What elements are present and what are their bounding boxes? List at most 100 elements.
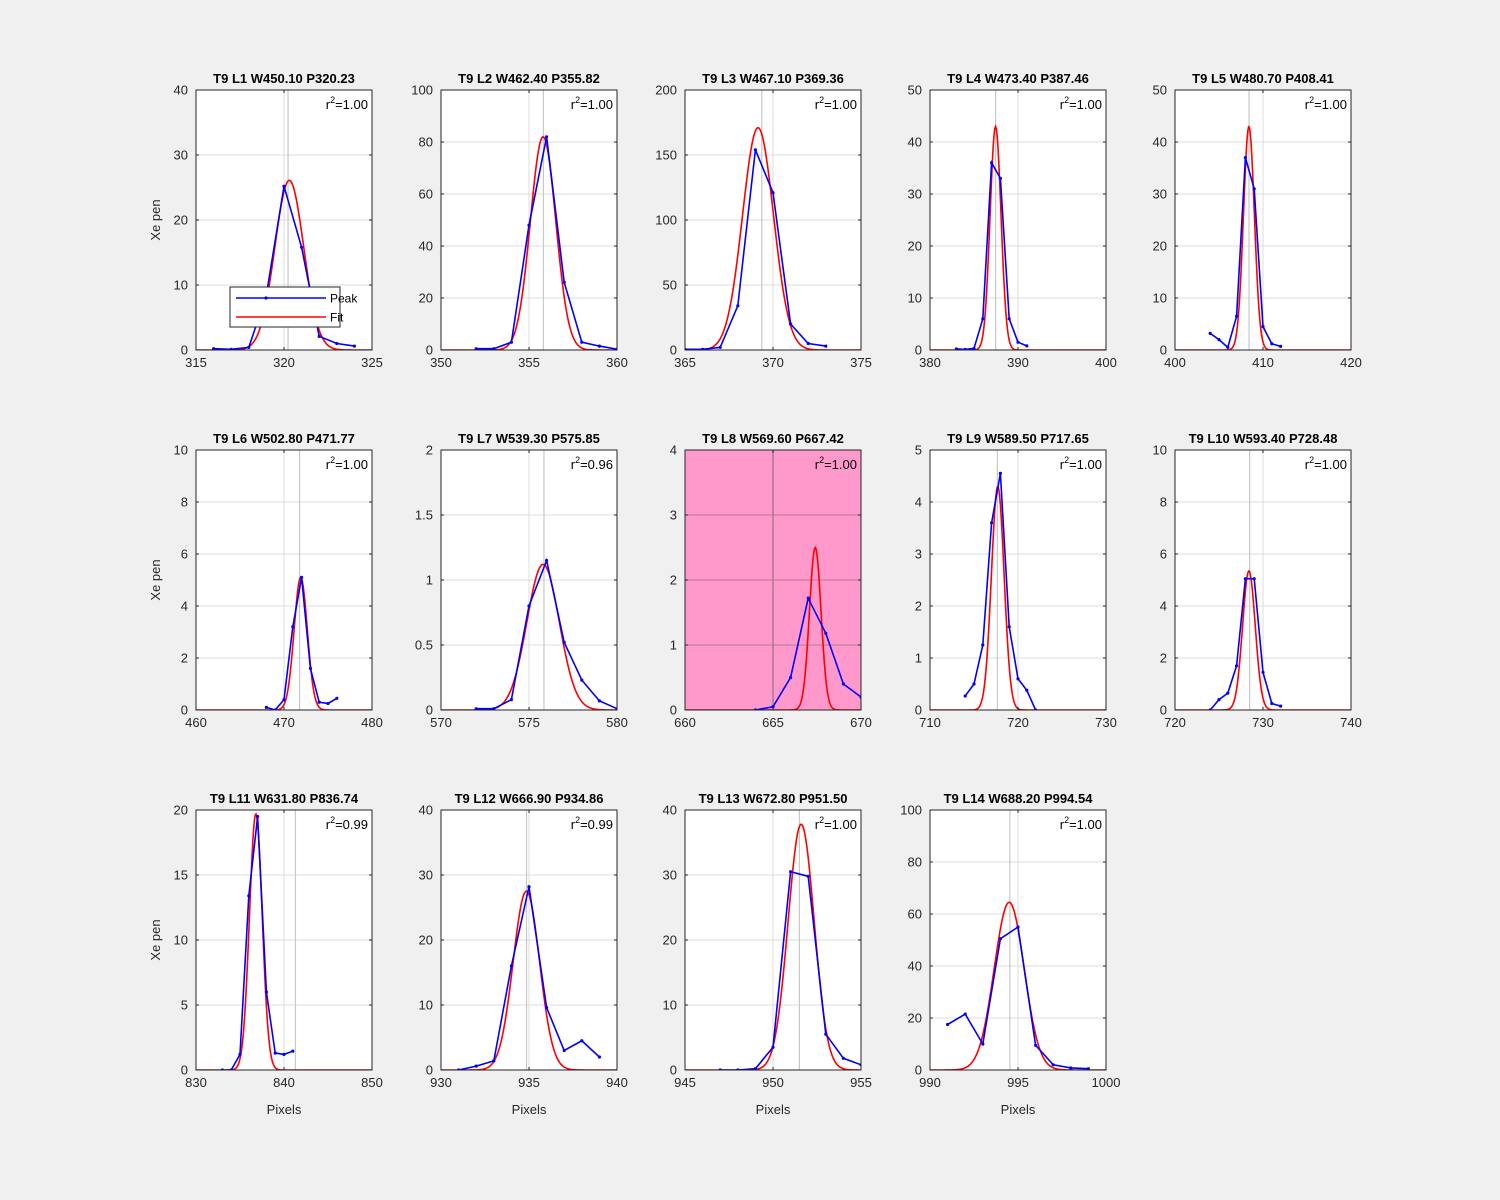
r-value: =1.00 — [824, 817, 857, 832]
x-tick-label: 840 — [273, 1075, 295, 1090]
r-value: =1.00 — [1314, 97, 1347, 112]
peak-data-point — [946, 1022, 950, 1027]
y-tick-label: 40 — [908, 959, 922, 974]
r-symbol: r — [1060, 97, 1065, 112]
r-value: =0.96 — [580, 457, 613, 472]
r-squared-annotation: r2=1.00 — [1305, 95, 1347, 112]
y-tick-label: 4 — [181, 599, 188, 614]
peak-data-point — [308, 666, 312, 671]
y-tick-label: 50 — [908, 83, 922, 98]
grid — [930, 90, 1106, 350]
y-tick-label: 10 — [174, 443, 188, 458]
y-tick-label: 80 — [908, 855, 922, 870]
x-tick-label: 375 — [850, 355, 872, 370]
peak-data-point — [256, 814, 260, 819]
peak-data-point — [326, 701, 330, 706]
x-tick-label: 955 — [850, 1075, 872, 1090]
peak-data-point — [317, 334, 321, 338]
subplot-13: 945 950 955 0 10 20 30 40 T9 L13 W672.80 P951.50… — [663, 791, 872, 1117]
peak-data-point — [1016, 677, 1020, 681]
peak-data-point — [492, 347, 496, 350]
r-superscript: 2 — [575, 455, 580, 465]
y-tick-label: 20 — [1153, 239, 1167, 254]
peak-data-point — [1069, 1066, 1073, 1070]
subplot-14: 990 995 1000 0 20 40 60 80 100 T9 L14 W688.20 P99… — [900, 791, 1120, 1117]
y-tick-label: 20 — [419, 291, 433, 306]
r-superscript: 2 — [330, 815, 335, 825]
peak-data-point — [771, 705, 775, 709]
peak-data-point — [841, 682, 846, 686]
y-tick-label: 40 — [174, 83, 188, 98]
peak-data-point — [229, 347, 233, 350]
r-squared-annotation: r2=1.00 — [1060, 815, 1102, 832]
y-tick-label: 0 — [181, 703, 188, 718]
y-tick-label: 0 — [915, 703, 922, 718]
peak-data-point — [580, 1039, 584, 1043]
peak-data-point — [492, 707, 496, 710]
peak-data-point — [718, 345, 722, 349]
peak-data-point — [824, 631, 828, 635]
r-symbol: r — [815, 97, 820, 112]
subplot-1: 315 320 325 0 10 20 30 40 T9 L1 W450.10 P320.23 r… — [148, 71, 383, 370]
peak-data-point — [1261, 670, 1265, 674]
x-tick-label: 380 — [919, 355, 941, 370]
x-tick-label: 935 — [518, 1075, 540, 1090]
peak-data-point — [562, 640, 566, 645]
x-tick-label: 940 — [606, 1075, 628, 1090]
subplot-12: 930 935 940 0 10 20 30 40 T9 L12 W666.90 P934.86… — [419, 791, 628, 1117]
y-tick-label: 10 — [663, 998, 677, 1013]
peak-data-point — [998, 471, 1003, 475]
y-tick-label: 1 — [670, 638, 677, 653]
peak-data-point — [238, 1052, 242, 1056]
peak-data-point — [998, 937, 1003, 941]
peak-data-point — [1261, 325, 1265, 329]
x-tick-label: 730 — [1095, 715, 1117, 730]
subplot-title: T9 L1 W450.10 P320.23 — [213, 71, 355, 86]
r-symbol: r — [326, 97, 331, 112]
x-tick-label: 660 — [674, 715, 696, 730]
peak-data-point — [753, 1067, 757, 1070]
r-symbol: r — [1060, 817, 1065, 832]
y-tick-label: 8 — [1160, 495, 1167, 510]
r-squared-annotation: r2=1.00 — [1060, 455, 1102, 472]
y-tick-label: 2 — [670, 573, 677, 588]
y-tick-label: 20 — [908, 1011, 922, 1026]
subplot-title: T9 L5 W480.70 P408.41 — [1192, 71, 1334, 86]
r-superscript: 2 — [1064, 95, 1069, 105]
r-symbol: r — [326, 457, 331, 472]
x-axis-label: Pixels — [1001, 1102, 1036, 1117]
x-tick-label: 315 — [185, 355, 207, 370]
peak-data-point — [963, 347, 967, 350]
r-superscript: 2 — [575, 815, 580, 825]
y-tick-label: 1.5 — [415, 508, 433, 523]
y-tick-label: 10 — [174, 933, 188, 948]
r-symbol: r — [1060, 457, 1065, 472]
peak-data-point — [771, 1045, 775, 1049]
peak-data-point — [1279, 704, 1283, 708]
legend-box — [229, 286, 341, 328]
legend[interactable]: Peak Fit — [229, 286, 358, 328]
x-axis-label: Pixels — [267, 1102, 302, 1117]
peak-data-point — [212, 347, 216, 350]
fit-curve — [685, 126, 861, 350]
peak-data-point — [789, 870, 793, 874]
y-tick-label: 2 — [181, 651, 188, 666]
x-tick-label: 995 — [1007, 1075, 1029, 1090]
peak-data-point — [824, 1032, 828, 1036]
r-symbol: r — [815, 457, 820, 472]
peak-data-point — [1217, 338, 1221, 342]
y-tick-label: 6 — [181, 547, 188, 562]
peak-data-point — [771, 191, 775, 195]
peak-data-point — [981, 1042, 985, 1046]
y-tick-label: 80 — [419, 135, 433, 150]
x-tick-label: 320 — [273, 355, 295, 370]
x-tick-label: 580 — [606, 715, 628, 730]
r-symbol: r — [1305, 97, 1310, 112]
peak-data-point — [597, 1055, 602, 1059]
r-superscript: 2 — [819, 455, 824, 465]
grid — [1175, 90, 1351, 350]
y-tick-label: 20 — [174, 213, 188, 228]
